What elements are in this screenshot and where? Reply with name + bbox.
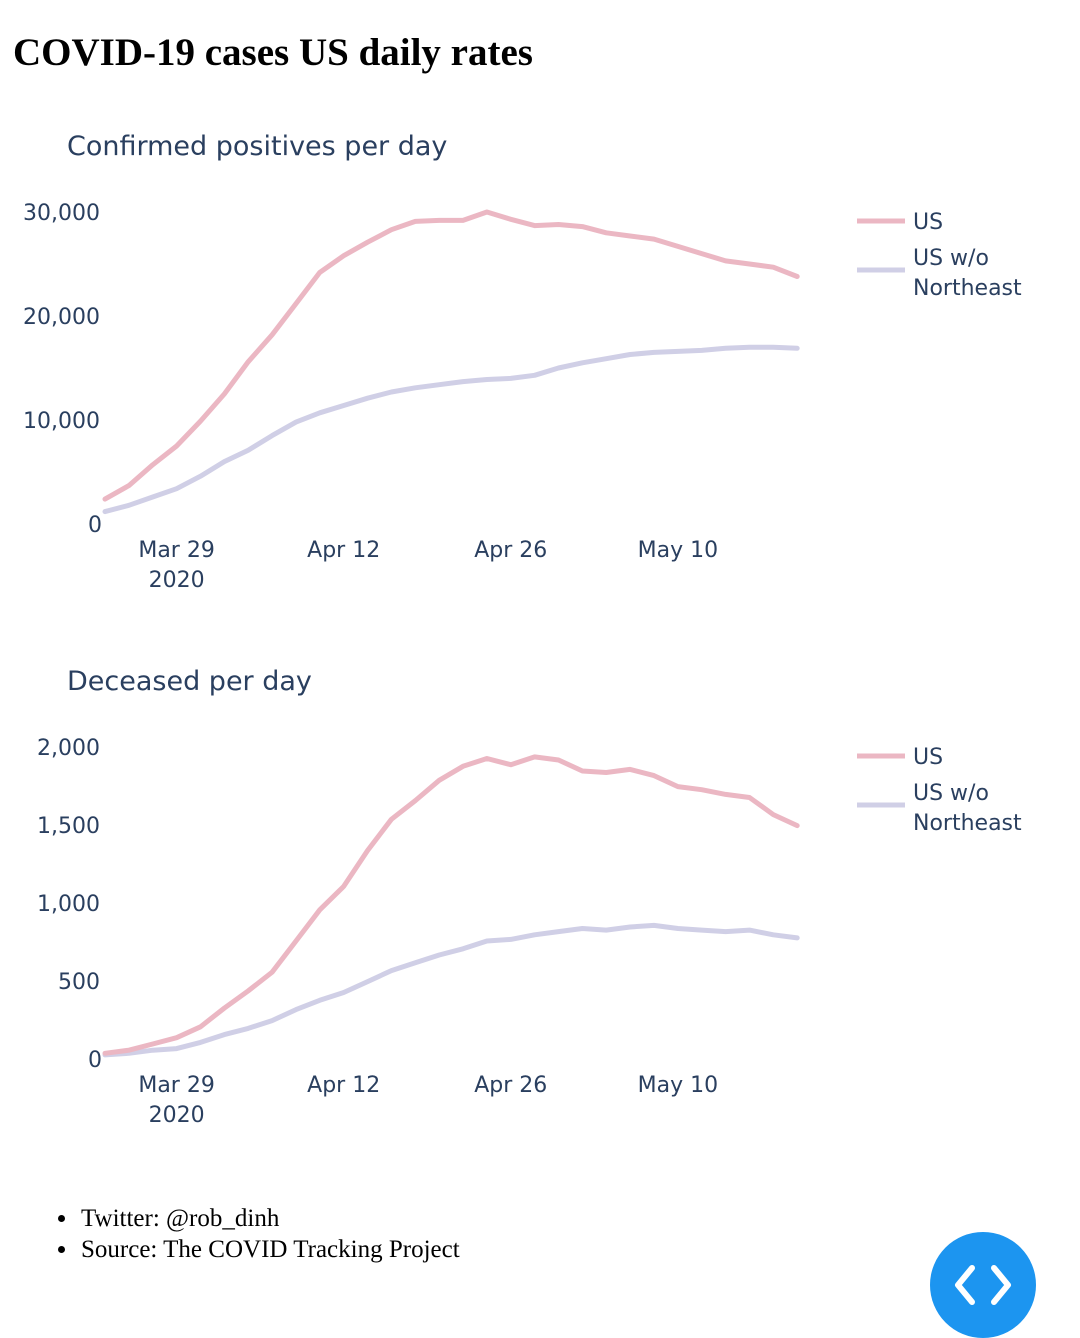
y-tick-label: 2,000: [37, 736, 100, 761]
legend-label: US w/o: [913, 246, 989, 271]
y-tick-label: 500: [58, 970, 100, 995]
x-tick-label: Apr 26: [474, 1073, 547, 1098]
legend-label: US: [913, 745, 943, 770]
deceased-chart[interactable]: Deceased per day 0 500 1,000 1,500 2,000 Mar 2…: [0, 655, 1080, 1155]
x-tick-label: Apr 12: [307, 1073, 380, 1098]
confirmed-positives-chart[interactable]: Confirmed positives per day 0 10,000 20,000…: [0, 120, 1080, 620]
page-title: COVID-19 cases US daily rates: [13, 31, 533, 74]
x-tick-label: May 10: [638, 1073, 718, 1098]
data-source-credit: Source: The COVID Tracking Project: [79, 1234, 460, 1265]
series-line-us: [102, 209, 800, 502]
x-tick-label: May 10: [638, 538, 718, 563]
y-tick-label: 0: [88, 513, 102, 538]
legend-label: US: [913, 210, 943, 235]
x-tick-label: Apr 26: [474, 538, 547, 563]
source-list: Twitter: @rob_dinh Source: The COVID Tra…: [55, 1203, 460, 1265]
confirmed-positives-plot[interactable]: Confirmed positives per day 0 10,000 20,000…: [0, 120, 1080, 620]
legend-label-continued: Northeast: [913, 276, 1022, 301]
y-tick-label: 1,500: [37, 814, 100, 839]
deceased-plot[interactable]: Deceased per day 0 500 1,000 1,500 2,000 Mar 2…: [0, 655, 1080, 1155]
series-line-us: [102, 754, 800, 1056]
y-tick-label: 30,000: [23, 201, 100, 226]
x-tick-label: Apr 12: [307, 538, 380, 563]
series-line-us-w-o-northeast: [102, 344, 800, 515]
twitter-credit: Twitter: @rob_dinh: [79, 1203, 460, 1234]
chart-title: Deceased per day: [67, 666, 312, 697]
chart-title: Confirmed positives per day: [67, 131, 447, 162]
code-toggle-button[interactable]: [930, 1232, 1036, 1338]
legend-label-continued: Northeast: [913, 811, 1022, 836]
x-tick-label: Mar 29: [138, 538, 215, 563]
x-tick-year-label: 2020: [149, 1103, 205, 1128]
x-tick-label: Mar 29: [138, 1073, 215, 1098]
x-tick-year-label: 2020: [149, 568, 205, 593]
y-tick-label: 0: [88, 1048, 102, 1073]
series-line-us-w-o-northeast: [102, 922, 800, 1058]
y-tick-label: 10,000: [23, 409, 100, 434]
code-brackets-icon: [955, 1265, 1011, 1305]
legend-label: US w/o: [913, 781, 989, 806]
y-tick-label: 20,000: [23, 305, 100, 330]
y-tick-label: 1,000: [37, 892, 100, 917]
